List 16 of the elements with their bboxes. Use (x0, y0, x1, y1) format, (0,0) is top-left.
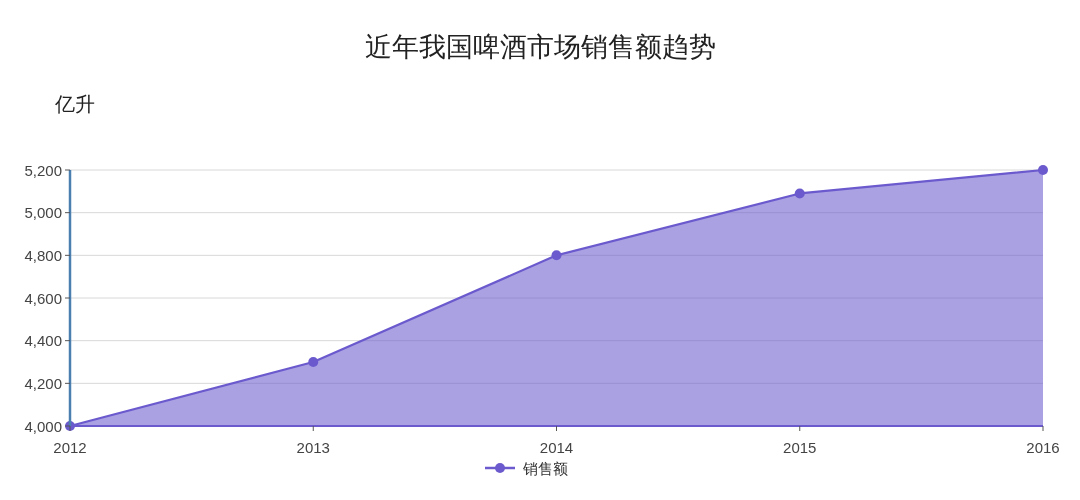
legend-label: 销售额 (522, 459, 568, 477)
x-tick-label: 2014 (539, 438, 574, 456)
y-tick-label: 4,000 (24, 417, 62, 435)
y-tick-label: 5,000 (24, 204, 62, 222)
x-tick-label: 2013 (296, 438, 330, 456)
y-tick-label: 4,600 (24, 289, 62, 307)
y-tick-label: 4,200 (24, 374, 62, 392)
y-tick-label: 4,800 (24, 246, 62, 264)
y-tick-label: 5,200 (24, 161, 62, 179)
chart-title: 近年我国啤酒市场销售额趋势 (364, 32, 716, 62)
x-tick-label: 2016 (1026, 438, 1060, 456)
y-axis-title: 亿升 (54, 93, 95, 115)
x-tick-label: 2015 (783, 438, 817, 456)
y-tick-label: 4,400 (24, 332, 62, 350)
legend: 销售额 (485, 459, 568, 477)
x-tick-label: 2012 (53, 438, 87, 456)
